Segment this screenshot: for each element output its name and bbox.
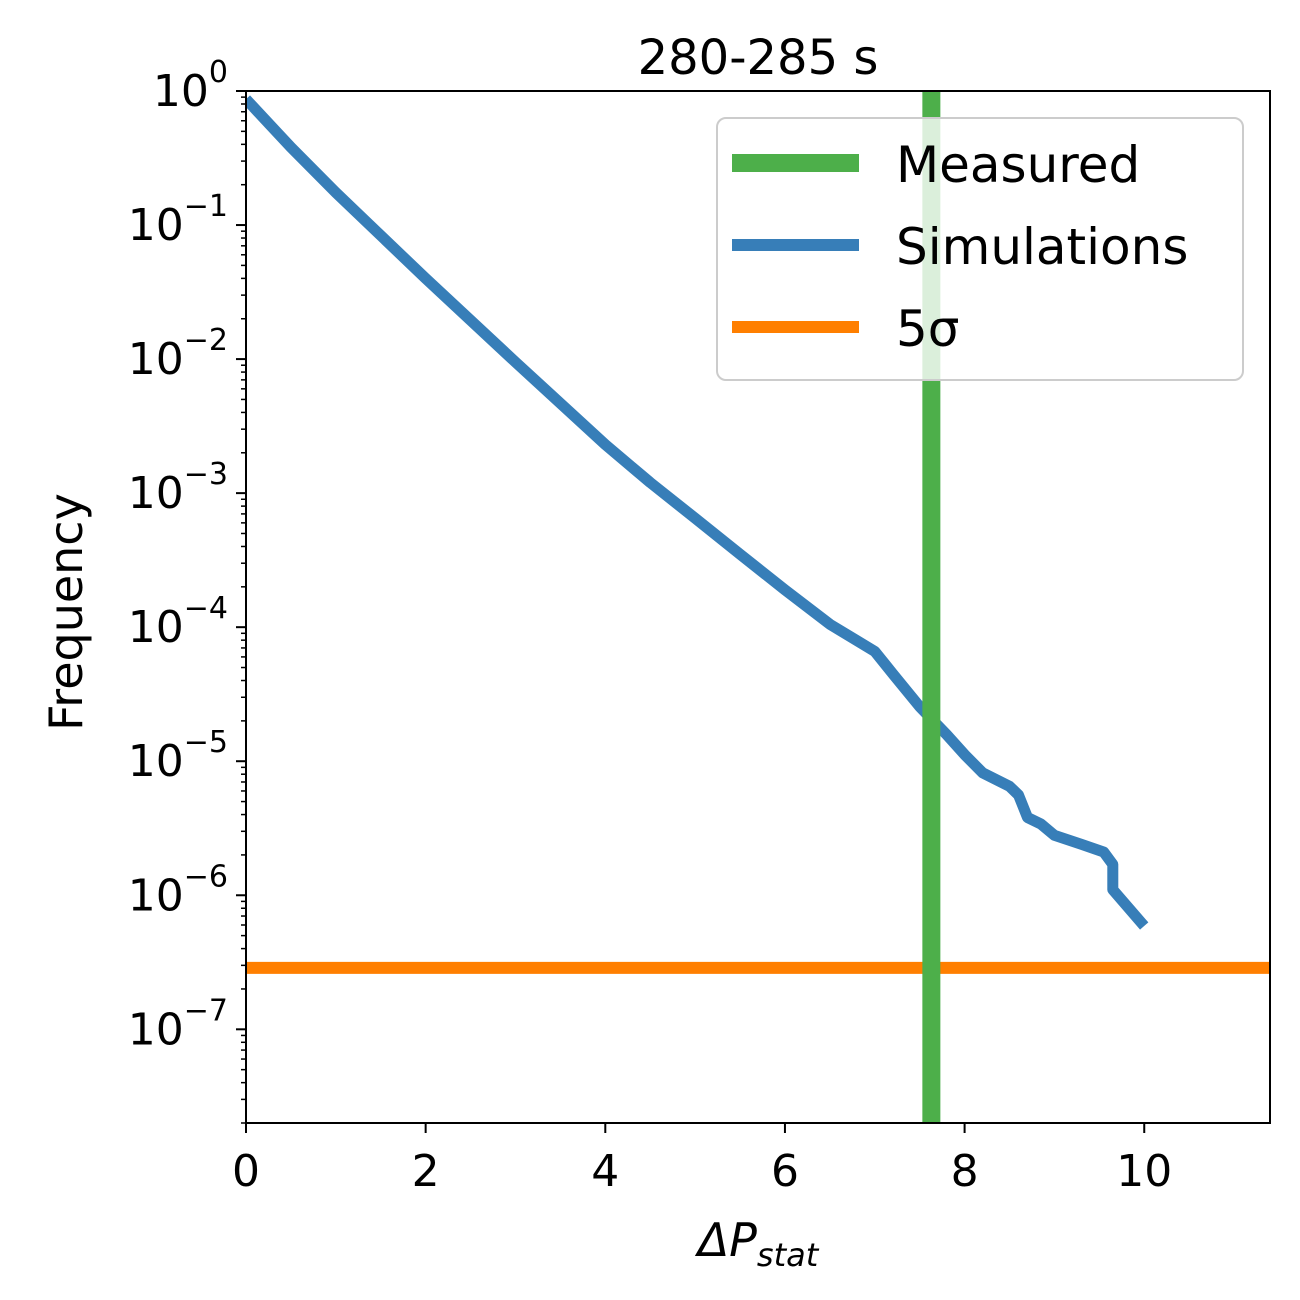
y-tick-label: 10−7 [128,993,228,1055]
x-tick-label: 2 [412,1146,440,1197]
x-axis-label: ΔPstat [695,1213,820,1274]
y-tick-label: 10−6 [128,859,228,921]
y-axis-label: Frequency [39,493,93,731]
y-tick-label: 10−3 [128,457,228,519]
legend-label-measured: Measured [896,136,1140,194]
x-tick-label: 8 [951,1146,979,1197]
x-tick-label: 4 [591,1146,619,1197]
y-tick-label: 10−2 [128,323,228,385]
x-tick-label: 6 [771,1146,799,1197]
y-axis-ticks: 100 10−1 10−2 10−3 10−4 10−5 10−6 10−7 [128,55,246,1124]
x-axis-label-subscript: stat [757,1236,820,1274]
series-simulations-line [246,95,1149,930]
y-tick-label: 10−5 [128,725,228,787]
legend-label-5sigma: 5σ [896,300,960,358]
chart-title: 280-285 s [638,30,879,86]
legend: Measured Simulations 5σ [716,117,1244,381]
x-axis-ticks: 0 2 4 6 8 10 [232,1123,1172,1197]
legend-label-simulations: Simulations [896,218,1188,276]
plot-frame [245,90,1271,1124]
y-tick-label: 100 [153,55,228,117]
y-tick-label: 10−1 [128,189,228,251]
legend-box [716,117,1244,381]
x-tick-label: 0 [232,1146,260,1197]
x-tick-label: 10 [1116,1146,1172,1197]
y-tick-label: 10−4 [128,591,228,653]
x-axis-label-main: ΔP [695,1213,757,1267]
